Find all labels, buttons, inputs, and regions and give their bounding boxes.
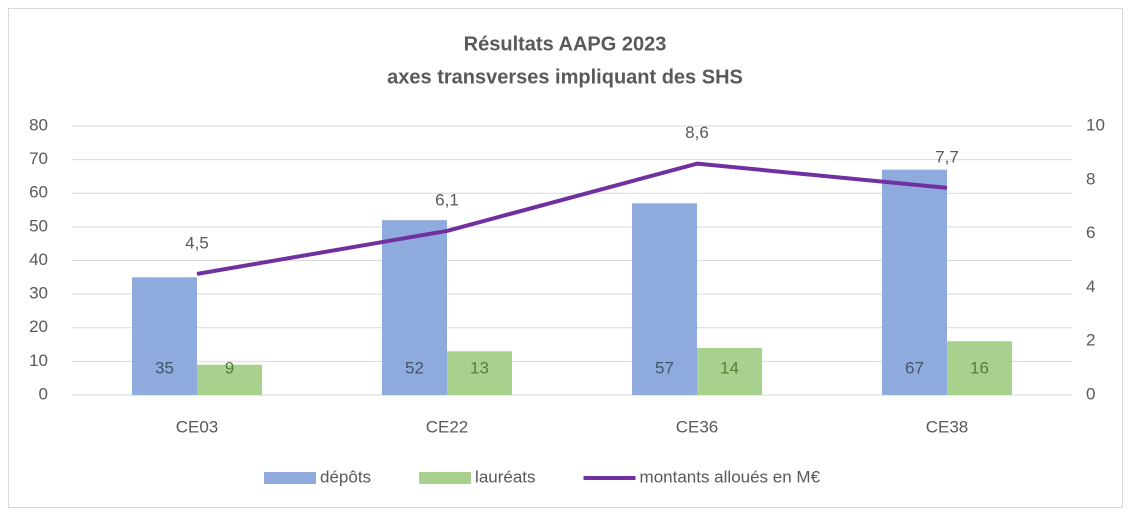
- y2-tick-label: 10: [1086, 115, 1105, 134]
- bar-label: 9: [225, 358, 234, 377]
- legend-swatch: [264, 472, 316, 484]
- legend-label: lauréats: [475, 467, 535, 486]
- chart-subtitle: axes transverses impliquant des SHS: [387, 66, 743, 88]
- y-tick-label: 40: [29, 250, 48, 269]
- y2-tick-label: 4: [1086, 277, 1095, 296]
- bar-label: 13: [470, 358, 489, 377]
- y-tick-label: 0: [39, 384, 48, 403]
- bar-label: 14: [720, 358, 739, 377]
- line-label: 6,1: [435, 190, 459, 209]
- y-tick-label: 30: [29, 284, 48, 303]
- x-tick-label: CE03: [176, 417, 219, 436]
- bar: [632, 203, 697, 395]
- bar-label: 57: [655, 358, 674, 377]
- bar-label: 67: [905, 358, 924, 377]
- y2-tick-label: 0: [1086, 384, 1095, 403]
- bar: [447, 351, 512, 395]
- y-tick-label: 70: [29, 149, 48, 168]
- bar: [197, 364, 262, 395]
- y2-tick-label: 6: [1086, 223, 1095, 242]
- bar-label: 16: [970, 358, 989, 377]
- chart-title: Résultats AAPG 2023: [464, 33, 667, 55]
- legend-label: montants alloués en M€: [640, 467, 821, 486]
- line-label: 8,6: [685, 123, 709, 142]
- bar: [947, 341, 1012, 395]
- y2-tick-label: 8: [1086, 169, 1095, 188]
- bar: [382, 220, 447, 395]
- y-tick-label: 50: [29, 216, 48, 235]
- y-tick-label: 20: [29, 317, 48, 336]
- line-label: 7,7: [935, 147, 959, 166]
- y2-tick-label: 2: [1086, 331, 1095, 350]
- y-tick-label: 10: [29, 351, 48, 370]
- line-label: 4,5: [185, 233, 209, 252]
- legend-label: dépôts: [320, 467, 371, 486]
- bar: [697, 347, 762, 395]
- bar: [882, 169, 947, 395]
- x-tick-label: CE36: [676, 417, 719, 436]
- line: [196, 161, 948, 276]
- bar-label: 52: [405, 358, 424, 377]
- y-tick-label: 60: [29, 183, 48, 202]
- bar: [132, 277, 197, 395]
- legend-swatch: [419, 472, 472, 484]
- bar-label: 35: [155, 358, 174, 377]
- x-tick-label: CE38: [926, 417, 969, 436]
- y-tick-label: 80: [29, 115, 48, 134]
- x-tick-label: CE22: [426, 417, 469, 436]
